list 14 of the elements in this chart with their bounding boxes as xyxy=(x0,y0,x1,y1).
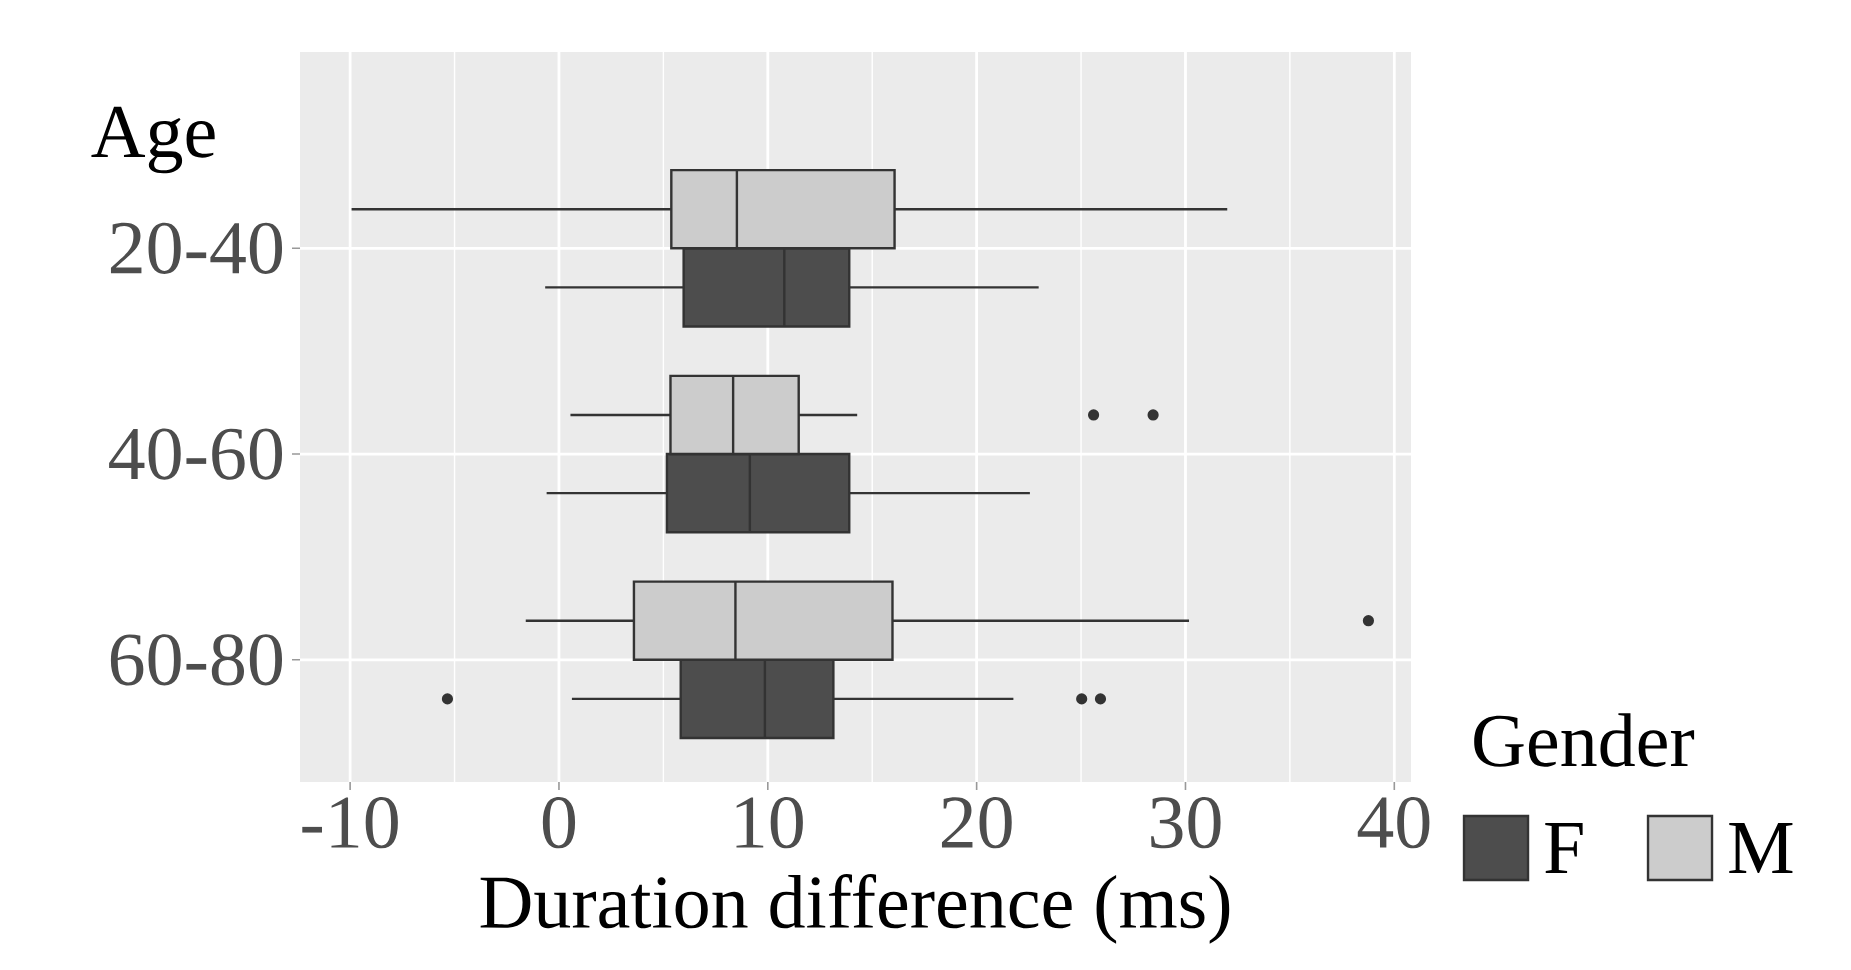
x-tick-label: 40 xyxy=(1357,797,1430,849)
y-tick-label: 40-60 xyxy=(109,428,283,480)
y-tick-label: 60-80 xyxy=(110,634,283,686)
x-tick-label: 30 xyxy=(1151,797,1221,849)
legend-label: M xyxy=(1729,823,1793,873)
x-tick-label: 20 xyxy=(941,797,1012,849)
x-axis-title: Duration difference (ms) xyxy=(480,874,1230,944)
x-tick-label: 0 xyxy=(542,797,576,849)
legend-title: Gender xyxy=(1474,713,1695,767)
x-tick-label: 10 xyxy=(736,797,803,849)
y-axis-title: Age xyxy=(91,106,215,174)
legend-label: F xyxy=(1545,823,1583,873)
x-tick-label: -10 xyxy=(302,797,398,849)
y-tick-label: 20-40 xyxy=(110,222,283,274)
